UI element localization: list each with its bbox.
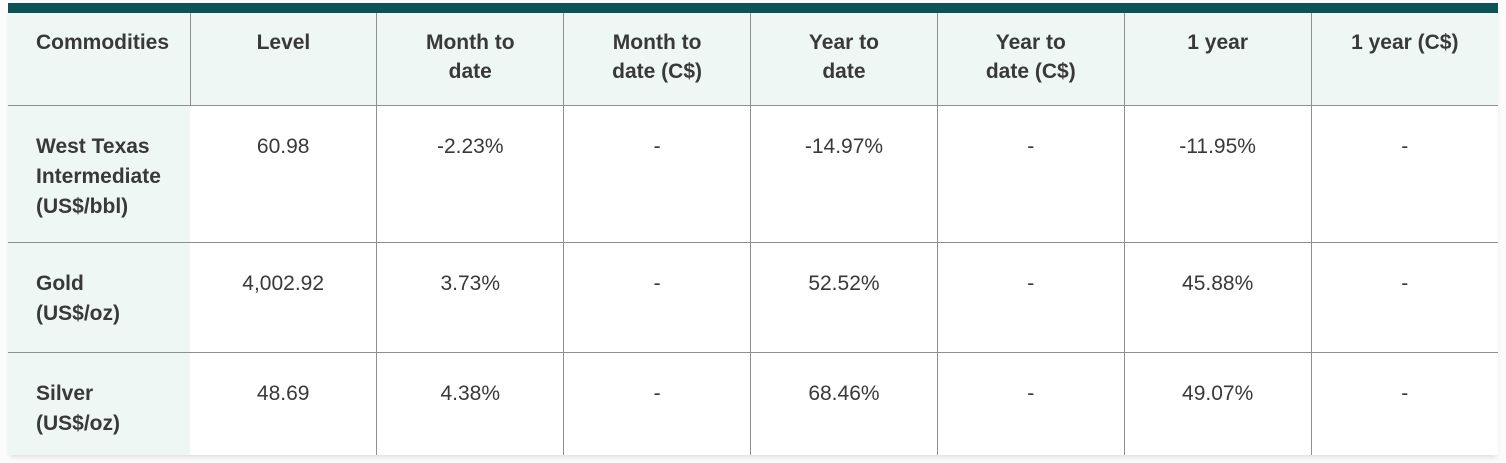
cell: - [1310,241,1498,352]
table-row: Gold (US$/oz) 4,002.92 3.73% -52.52% -45.88%… [8,241,1498,352]
cell: - [936,241,1125,352]
cell: 52.52% [750,241,938,352]
row-label: Gold (US$/oz) [8,241,190,352]
cell: - [1310,105,1498,242]
cell: 60.98 [190,105,377,242]
cell: - [936,105,1125,242]
table-row: Silver (US$/oz) 48.69 4.38% -68.46% -49.07% - [8,351,1498,455]
row-label: West Texas Intermediate (US$/bbl) [8,105,190,242]
column-header: Month to date (C$) [563,13,751,106]
cell: 3.73% [376,241,564,352]
commodities-data-table: Commodities Level Month to date Month to da… [8,13,1498,455]
cell: -14.97% [750,105,938,242]
cell: 45.88% [1123,241,1312,352]
cell: -2.23% [376,105,564,242]
header-row: Commodities Level Month to date Month to da… [8,13,1498,106]
column-header: Month to date [376,13,564,106]
cell: - [936,351,1125,455]
column-header: Year to date [750,13,938,106]
cell: - [563,351,751,455]
column-header: 1 year (C$) [1310,13,1498,106]
table-body: West Texas Intermediate (US$/bbl) 60.98 -2… [8,105,1498,455]
cell: -11.95% [1123,105,1312,242]
cell: 48.69 [190,351,377,455]
column-header: Year to date (C$) [936,13,1125,106]
row-label: Silver (US$/oz) [8,351,190,455]
cell: 4.38% [376,351,564,455]
cell: - [563,105,751,242]
cell: 49.07% [1123,351,1312,455]
cell: 4,002.92 [190,241,377,352]
cell: - [563,241,751,352]
cell: 68.46% [750,351,938,455]
cell: - [1310,351,1498,455]
table-row: West Texas Intermediate (US$/bbl) 60.98 -2… [8,105,1498,242]
column-header: Level [189,13,377,106]
column-header: Commodities [8,13,190,106]
commodities-table: Commodities Level Month to date Month to da… [8,3,1498,455]
column-header: 1 year [1123,13,1312,106]
